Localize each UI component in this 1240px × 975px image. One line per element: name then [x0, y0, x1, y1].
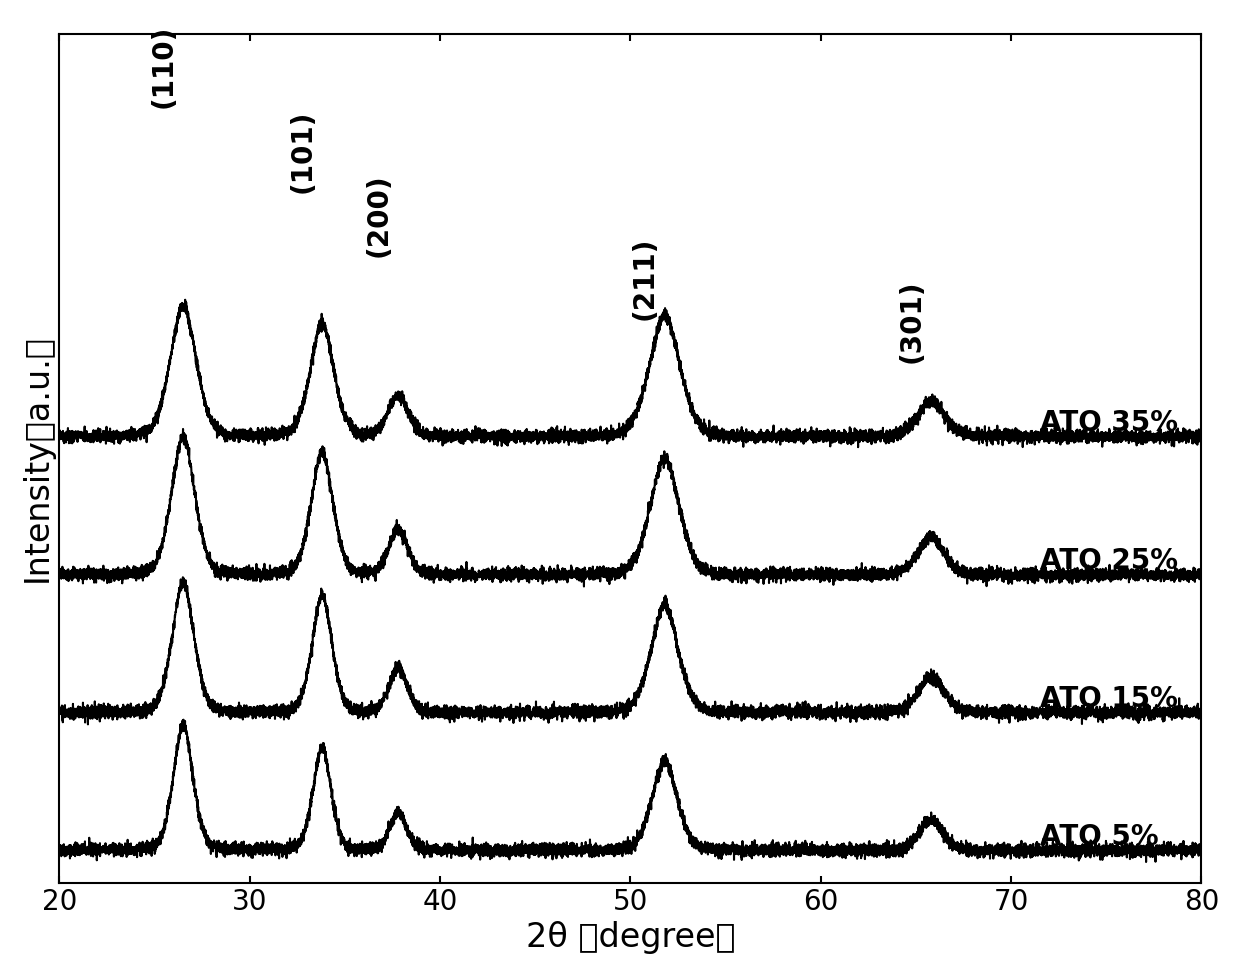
- Text: ATO 35%: ATO 35%: [1039, 409, 1178, 437]
- Y-axis label: Intensity（a.u.）: Intensity（a.u.）: [21, 334, 53, 582]
- Text: (301): (301): [898, 279, 925, 363]
- Text: ATO 5%: ATO 5%: [1039, 823, 1158, 851]
- Text: ATO 15%: ATO 15%: [1039, 684, 1178, 713]
- X-axis label: 2θ （degree）: 2θ （degree）: [526, 921, 735, 955]
- Text: ATO 25%: ATO 25%: [1039, 547, 1178, 575]
- Text: (211): (211): [631, 237, 658, 320]
- Text: (110): (110): [149, 24, 177, 108]
- Text: (200): (200): [365, 173, 393, 256]
- Text: (101): (101): [289, 109, 316, 193]
